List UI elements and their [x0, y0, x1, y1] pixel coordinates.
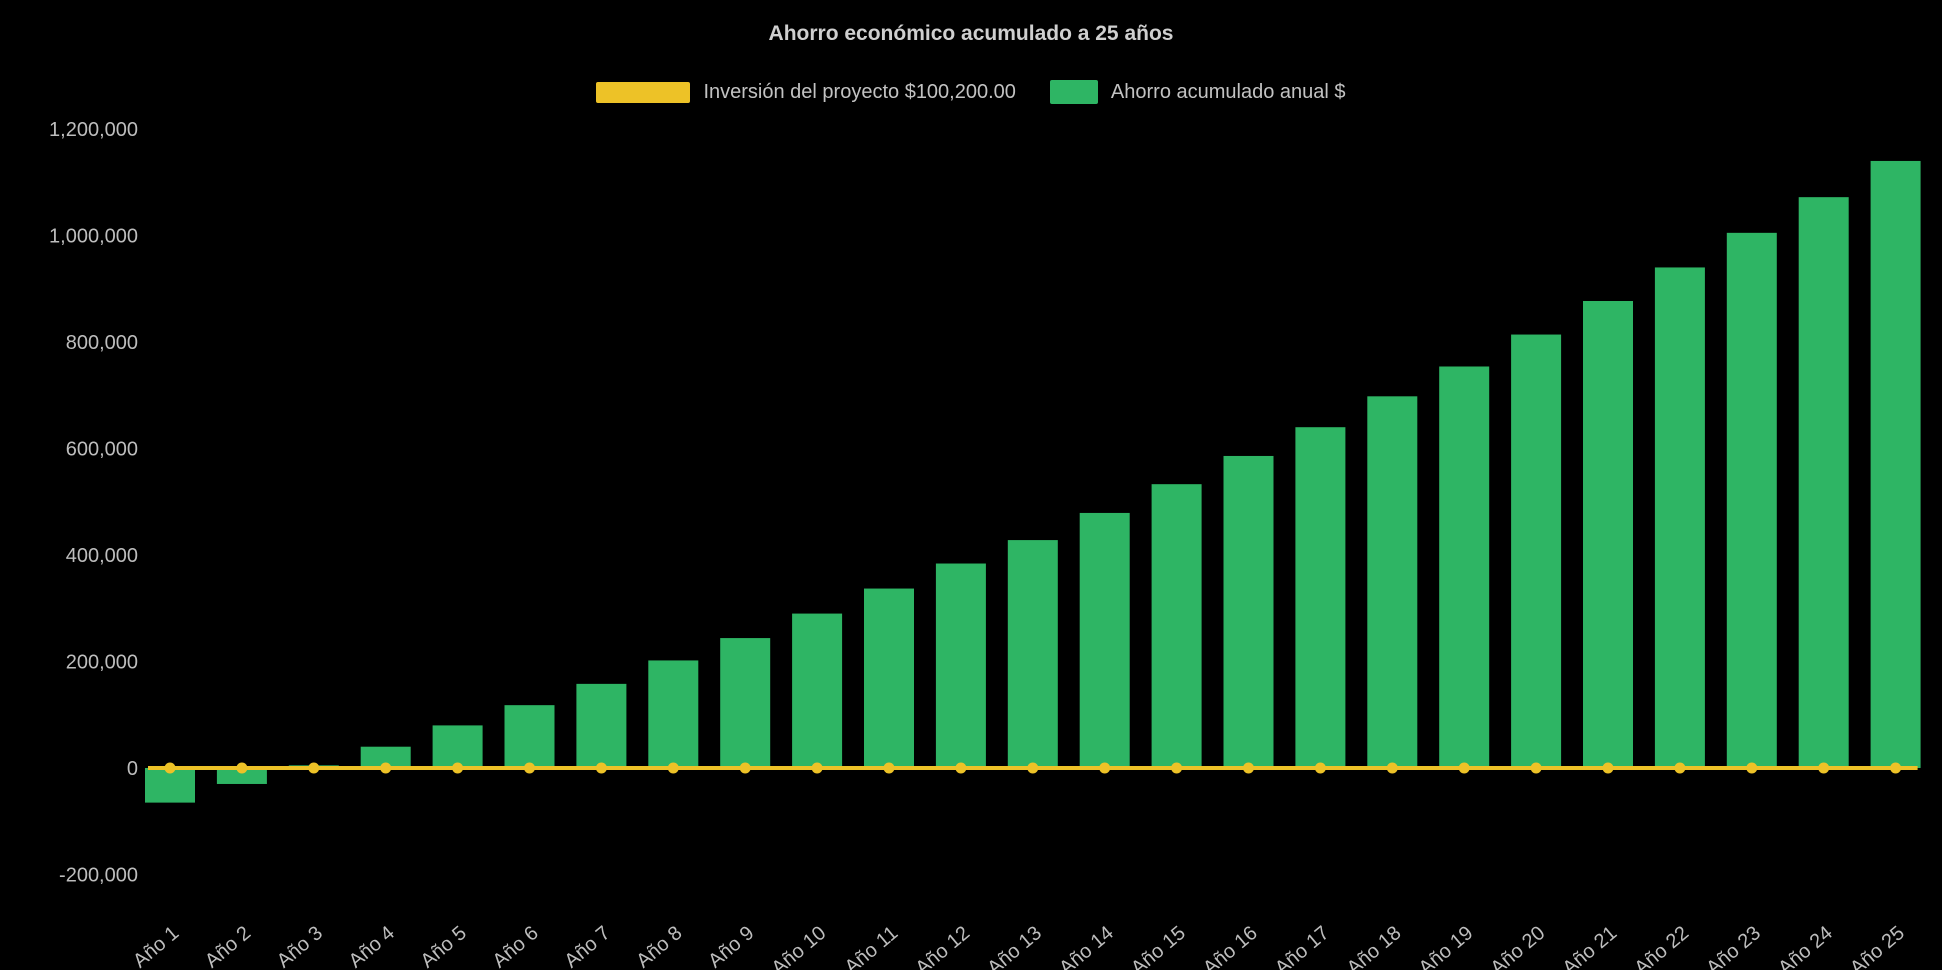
x-tick-label: Año 20	[1487, 922, 1550, 970]
bar-Año 13[interactable]	[1007, 540, 1058, 768]
bar-Año 17[interactable]	[1295, 427, 1346, 768]
legend-label-investment: Inversión del proyecto $100,200.00	[703, 80, 1016, 103]
x-tick-label: Año 21	[1559, 922, 1622, 970]
bar-Año 23[interactable]	[1726, 232, 1777, 768]
legend-item-savings[interactable]: Ahorro acumulado anual $	[1049, 80, 1346, 104]
x-tick-label: Año 12	[911, 922, 974, 970]
bar-Año 24[interactable]	[1798, 197, 1849, 768]
investment-point-Año 23[interactable]	[1746, 762, 1758, 774]
x-tick-label: Año 7	[560, 922, 614, 970]
x-tick-label: Año 17	[1271, 922, 1334, 970]
bar-Año 16[interactable]	[1223, 455, 1274, 768]
bar-Año 15[interactable]	[1151, 484, 1202, 768]
investment-point-Año 4[interactable]	[380, 762, 392, 774]
investment-point-Año 25[interactable]	[1890, 762, 1902, 774]
x-tick-label: Año 13	[983, 922, 1046, 970]
legend-item-investment[interactable]: Inversión del proyecto $100,200.00	[596, 80, 1016, 104]
investment-point-Año 18[interactable]	[1386, 762, 1398, 774]
investment-point-Año 10[interactable]	[811, 762, 823, 774]
bar-Año 6[interactable]	[504, 705, 555, 768]
x-tick-label: Año 14	[1055, 922, 1118, 970]
bar-Año 9[interactable]	[720, 638, 771, 768]
x-tick-label: Año 1	[129, 922, 183, 970]
investment-point-Año 13[interactable]	[1027, 762, 1039, 774]
x-tick-label: Año 19	[1415, 922, 1478, 970]
x-tick-label: Año 10	[768, 922, 831, 970]
investment-point-Año 5[interactable]	[452, 762, 464, 774]
investment-point-Año 8[interactable]	[667, 762, 679, 774]
investment-point-Año 15[interactable]	[1171, 762, 1183, 774]
investment-point-Año 16[interactable]	[1243, 762, 1254, 774]
investment-point-Año 9[interactable]	[739, 762, 751, 774]
legend-swatch-savings-icon	[1049, 80, 1098, 104]
chart-title: Ahorro económico acumulado a 25 años	[768, 22, 1174, 45]
y-tick-label: 1,000,000	[49, 226, 138, 248]
y-tick-label: 1,200,000	[49, 119, 138, 141]
x-tick-label: Año 22	[1630, 922, 1693, 970]
x-tick-label: Año 6	[489, 922, 543, 970]
investment-point-Año 6[interactable]	[524, 762, 535, 774]
bar-Año 10[interactable]	[792, 613, 843, 768]
x-tick-label: Año 5	[417, 922, 471, 970]
x-tick-label: Año 23	[1702, 922, 1765, 970]
investment-point-Año 24[interactable]	[1818, 762, 1830, 774]
investment-point-Año 12[interactable]	[955, 762, 967, 774]
investment-point-Año 22[interactable]	[1674, 762, 1686, 774]
legend-label-savings: Ahorro acumulado anual $	[1110, 80, 1346, 103]
y-tick-label: 200,000	[66, 652, 138, 674]
legend-swatch-investment-icon	[596, 81, 691, 103]
x-tick-label: Año 25	[1846, 922, 1909, 970]
investment-point-Año 19[interactable]	[1458, 762, 1470, 774]
bar-Año 20[interactable]	[1511, 334, 1562, 768]
bar-Año 5[interactable]	[432, 725, 483, 768]
investment-point-Año 2[interactable]	[236, 762, 248, 774]
bar-Año 21[interactable]	[1583, 300, 1633, 768]
y-tick-label: 600,000	[66, 439, 138, 461]
y-tick-label: 0	[127, 758, 138, 780]
investment-point-Año 7[interactable]	[595, 762, 607, 774]
bar-Año 19[interactable]	[1439, 366, 1490, 768]
x-tick-label: Año 8	[632, 922, 686, 970]
x-tick-label: Año 11	[841, 922, 903, 970]
investment-point-Año 21[interactable]	[1602, 762, 1614, 774]
investment-point-Año 17[interactable]	[1314, 762, 1326, 774]
bar-Año 11[interactable]	[864, 588, 914, 768]
y-tick-label: 400,000	[66, 545, 138, 567]
bar-Año 4[interactable]	[360, 746, 411, 768]
bar-Año 14[interactable]	[1079, 512, 1130, 768]
bar-Año 12[interactable]	[935, 563, 986, 768]
y-tick-label: 800,000	[66, 332, 138, 354]
bar-Año 2[interactable]	[216, 768, 267, 784]
chart-legend: Inversión del proyecto $100,200.00 Ahorr…	[0, 80, 1942, 104]
bar-Año 25[interactable]	[1870, 160, 1921, 768]
x-tick-label: Año 18	[1343, 922, 1406, 970]
x-tick-label: Año 4	[345, 922, 399, 970]
investment-point-Año 14[interactable]	[1099, 762, 1111, 774]
bar-Año 18[interactable]	[1367, 396, 1418, 768]
bar-Año 22[interactable]	[1654, 267, 1705, 768]
investment-point-Año 11[interactable]	[883, 762, 895, 774]
bar-Año 7[interactable]	[576, 683, 627, 768]
x-tick-label: Año 24	[1774, 922, 1837, 970]
x-tick-label: Año 15	[1127, 922, 1190, 970]
investment-point-Año 1[interactable]	[164, 762, 176, 774]
investment-point-Año 20[interactable]	[1530, 762, 1542, 774]
y-tick-label: -200,000	[59, 865, 138, 887]
x-tick-label: Año 2	[201, 922, 255, 970]
x-tick-label: Año 9	[704, 922, 758, 970]
x-tick-label: Año 3	[273, 922, 327, 970]
investment-point-Año 3[interactable]	[308, 762, 320, 774]
bar-Año 1[interactable]	[145, 768, 195, 803]
bar-Año 8[interactable]	[648, 660, 699, 768]
x-tick-label: Año 16	[1199, 922, 1262, 970]
